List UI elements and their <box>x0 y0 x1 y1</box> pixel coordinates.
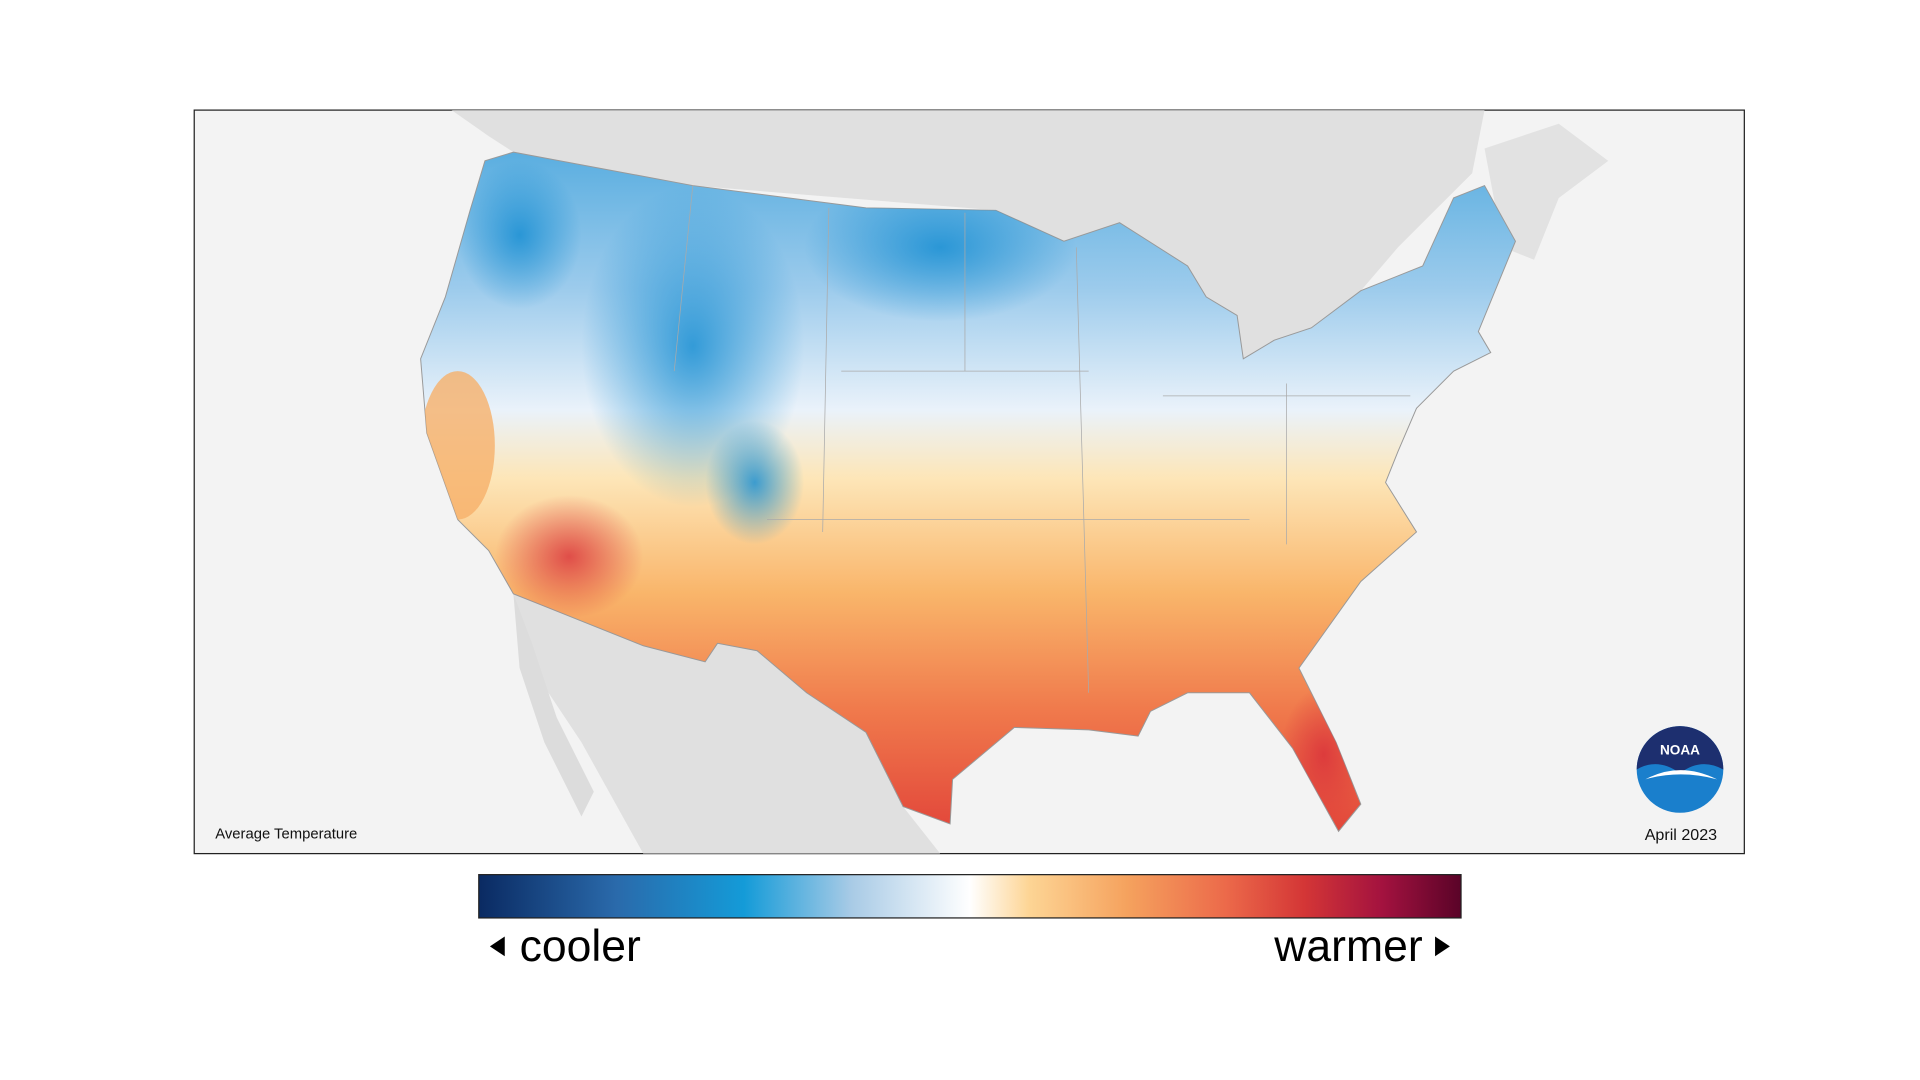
warm-region <box>494 494 644 619</box>
canada-land <box>451 110 1485 372</box>
legend-low-label: cooler <box>520 922 641 971</box>
map-caption: Average Temperature <box>215 827 357 843</box>
warmer-arrow <box>1435 936 1450 957</box>
state-borders <box>673 185 1411 693</box>
cool-region <box>705 420 805 545</box>
noaa-logo: NOAA <box>1636 726 1724 813</box>
canada-east-land <box>1484 123 1609 260</box>
logo-bird <box>1645 770 1718 780</box>
legend-colorbar <box>478 874 1462 919</box>
mexico-land <box>513 593 941 854</box>
map-date: April 2023 <box>1645 826 1717 844</box>
logo-top <box>1636 726 1724 774</box>
basemap <box>451 110 1609 854</box>
logo-text: NOAA <box>1660 743 1700 758</box>
cool-region <box>457 160 582 310</box>
baja-land <box>513 593 594 817</box>
legend-high-label: warmer <box>1273 922 1423 971</box>
cooler-arrow <box>489 936 505 957</box>
us-temperature <box>420 151 1517 833</box>
